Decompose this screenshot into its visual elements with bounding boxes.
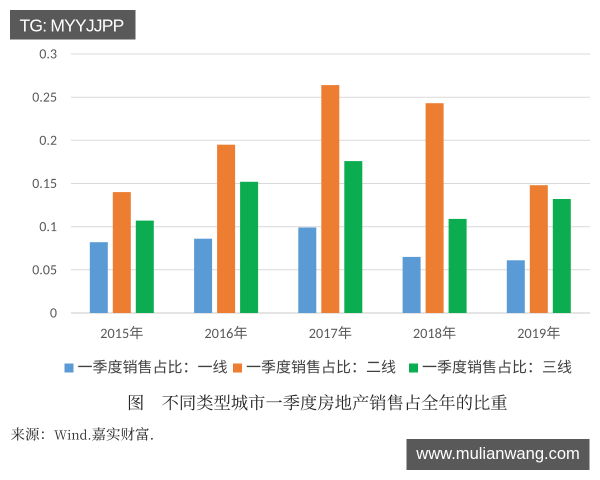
svg-text:TG: MYYJJPP: TG: MYYJJPP (20, 15, 124, 35)
svg-text:www.mulianwang.com: www.mulianwang.com (415, 444, 580, 463)
